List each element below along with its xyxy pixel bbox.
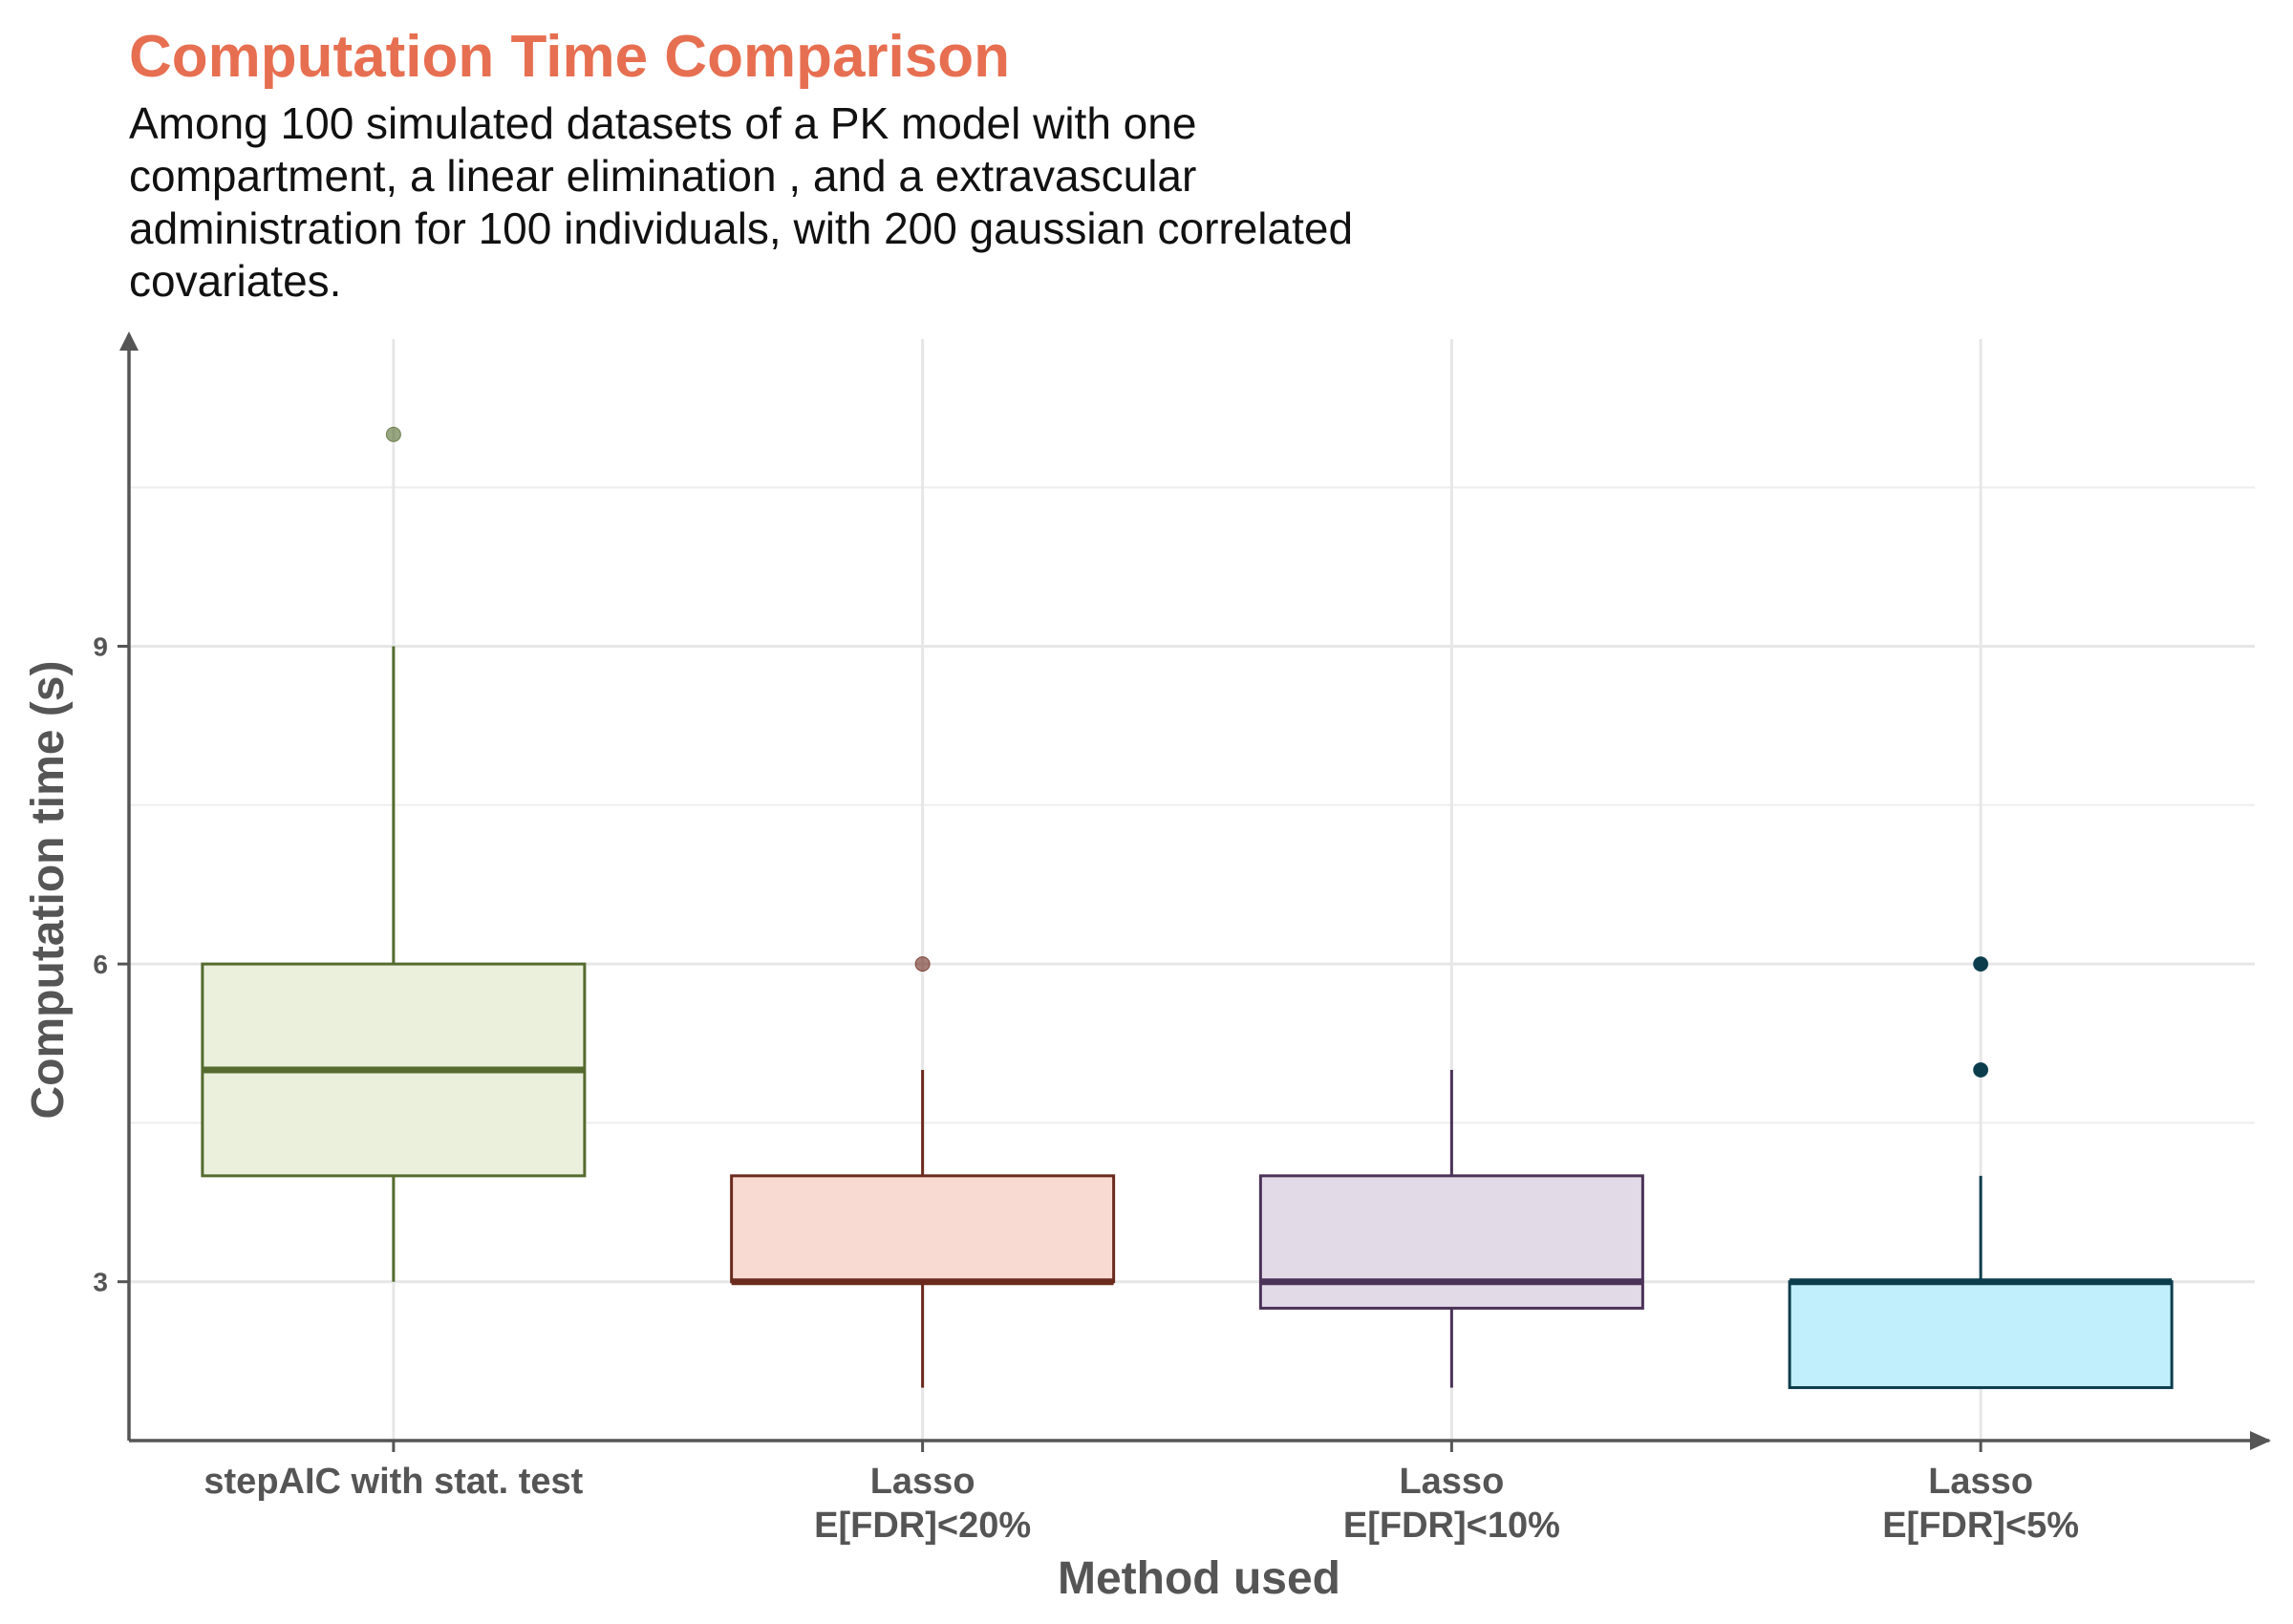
box-iqr — [1788, 1280, 2174, 1390]
outlier-point — [1973, 1061, 1989, 1078]
outlier-point — [914, 956, 931, 972]
x-tick-label: E[FDR]<10% — [1343, 1506, 1560, 1546]
outlier-point — [385, 426, 401, 442]
y-axis-title: Computation time (s) — [23, 661, 74, 1120]
y-tick-label: 3 — [93, 1268, 108, 1297]
x-tick-label: E[FDR]<20% — [814, 1506, 1031, 1546]
chart-subtitle: Among 100 simulated datasets of a PK mod… — [129, 98, 1354, 306]
x-axis-arrowhead — [2250, 1431, 2271, 1450]
x-axis-title: Method used — [1058, 1553, 1340, 1604]
box-iqr — [1258, 1174, 1644, 1310]
outlier-point — [1973, 956, 1989, 972]
y-axis-arrowhead — [119, 331, 139, 351]
x-tick-label: E[FDR]<5% — [1882, 1506, 2079, 1546]
x-tick-label: Lasso — [1928, 1462, 2033, 1502]
chart-title: Computation Time Comparison — [129, 24, 1011, 90]
y-tick-label: 6 — [93, 950, 108, 979]
box-iqr — [730, 1174, 1116, 1284]
x-tick-label: stepAIC with stat. test — [204, 1462, 583, 1502]
x-tick-label: Lasso — [870, 1462, 975, 1502]
x-tick-label: Lasso — [1399, 1462, 1504, 1502]
y-tick-label: 9 — [93, 632, 108, 662]
